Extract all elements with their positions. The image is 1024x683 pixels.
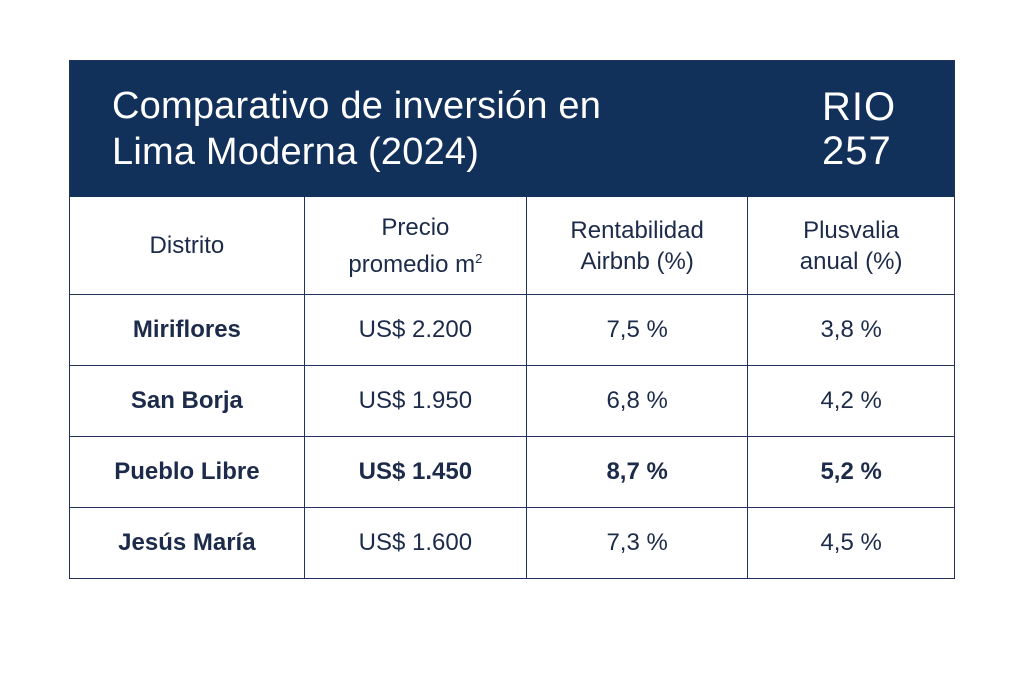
column-header-plusvalia: Plusvalia anual (%) (747, 197, 954, 295)
plusvalia-cell: 4,2 % (747, 365, 954, 437)
column-header-label-2: Airbnb (%) (580, 247, 694, 275)
comparison-table: Distrito Precio promedio m2 Rentabilidad… (70, 197, 954, 578)
plusvalia-cell: 3,8 % (747, 294, 954, 366)
table-row: Miriflores US$ 2.200 7,5 % 3,8 % (70, 294, 954, 366)
column-header-distrito: Distrito (70, 197, 305, 295)
price-cell: US$ 2.200 (304, 294, 528, 366)
project-code: RIO 257 (822, 85, 912, 173)
column-header-label: Plusvalia (803, 216, 900, 244)
header-banner: Comparativo de inversión en Lima Moderna… (70, 61, 954, 197)
price-cell: US$ 1.950 (304, 365, 528, 437)
column-header-label: Rentabilidad (570, 216, 704, 244)
table-header-row: Distrito Precio promedio m2 Rentabilidad… (70, 197, 954, 295)
price-cell: US$ 1.450 (304, 436, 528, 508)
district-cell: Miriflores (70, 294, 305, 366)
district-cell: San Borja (70, 365, 305, 437)
title-line-2: Lima Moderna (2024) (112, 131, 480, 173)
page-title: Comparativo de inversión en Lima Moderna… (112, 83, 732, 175)
column-header-precio: Precio promedio m2 (304, 197, 528, 295)
comparison-card: Comparativo de inversión en Lima Moderna… (69, 60, 955, 579)
column-header-rentabilidad: Rentabilidad Airbnb (%) (526, 197, 749, 295)
airbnb-cell: 7,3 % (526, 507, 749, 578)
table-row: San Borja US$ 1.950 6,8 % 4,2 % (70, 365, 954, 437)
column-header-label-2: anual (%) (799, 247, 903, 275)
superscript: 2 (475, 250, 483, 266)
price-cell: US$ 1.600 (304, 507, 528, 578)
plusvalia-cell: 5,2 % (747, 436, 954, 508)
column-header-label: Distrito (149, 232, 225, 259)
title-line-1: Comparativo de inversión en (112, 85, 602, 127)
code-line-1: RIO (822, 85, 897, 129)
district-cell: Jesús María (70, 507, 305, 578)
airbnb-cell: 6,8 % (526, 365, 749, 437)
code-line-2: 257 (822, 129, 892, 173)
column-header-label: Precio (381, 213, 450, 241)
airbnb-cell: 8,7 % (526, 436, 749, 508)
column-header-label-2: promedio m2 (348, 250, 483, 278)
table-row: Jesús María US$ 1.600 7,3 % 4,5 % (70, 507, 954, 578)
district-cell: Pueblo Libre (70, 436, 305, 508)
airbnb-cell: 7,5 % (526, 294, 749, 366)
table-row-highlighted: Pueblo Libre US$ 1.450 8,7 % 5,2 % (70, 436, 954, 508)
plusvalia-cell: 4,5 % (820, 529, 882, 556)
